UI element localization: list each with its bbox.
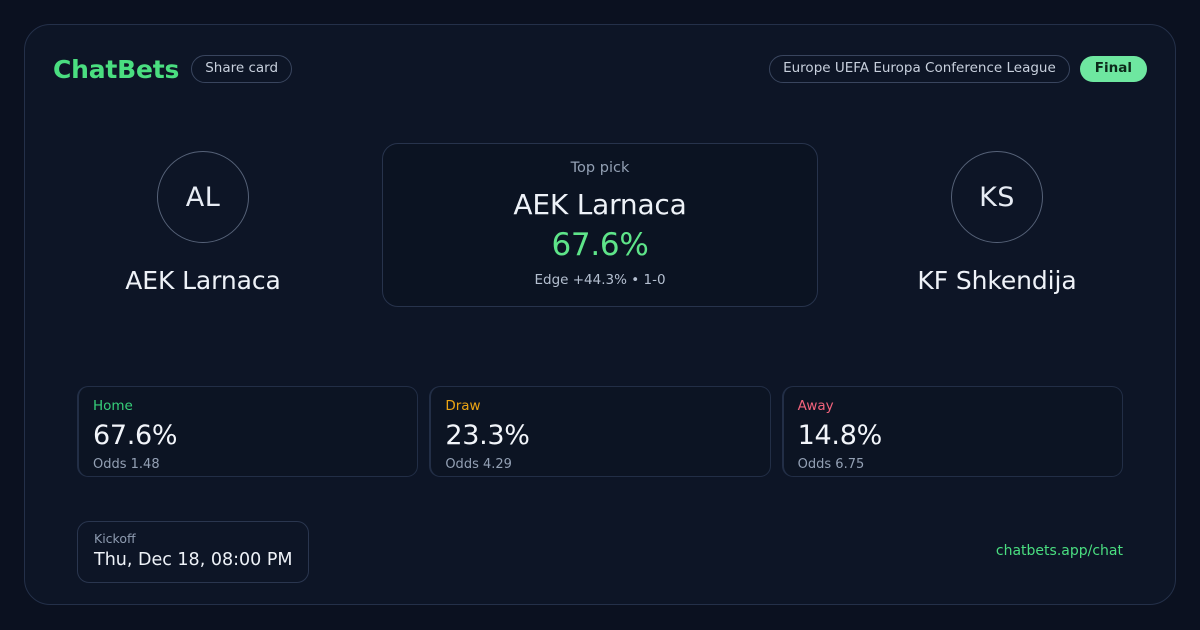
home-team-name: AEK Larnaca: [125, 266, 281, 295]
outcome-card-draw[interactable]: Draw 23.3% Odds 4.29: [429, 386, 771, 477]
outcome-probability-draw: 23.3%: [445, 419, 530, 451]
share-card-button[interactable]: Share card: [191, 55, 293, 83]
home-team: AL AEK Larnaca: [53, 143, 353, 295]
kickoff-value: Thu, Dec 18, 08:00 PM: [94, 550, 293, 570]
matchup-row: AL AEK Larnaca Top pick AEK Larnaca 67.6…: [53, 143, 1147, 323]
card-footer: Kickoff Thu, Dec 18, 08:00 PM chatbets.a…: [77, 520, 1123, 584]
away-team-avatar: KS: [951, 151, 1043, 243]
top-pick-detail: Edge +44.3% • 1-0: [534, 271, 666, 288]
kickoff-box: Kickoff Thu, Dec 18, 08:00 PM: [77, 521, 310, 583]
brand-group: ChatBets Share card: [53, 54, 293, 84]
kickoff-label: Kickoff: [94, 531, 136, 546]
outcome-label-draw: Draw: [445, 398, 481, 414]
away-team-name: KF Shkendija: [917, 266, 1077, 295]
outcome-odds-away: Odds 6.75: [797, 456, 865, 472]
outcome-probability-away: 14.8%: [797, 419, 883, 451]
top-pick-team: AEK Larnaca: [513, 187, 687, 221]
status-badge: Final: [1079, 56, 1147, 82]
card-header: ChatBets Share card Europe UEFA Europa C…: [53, 51, 1147, 87]
share-card: ChatBets Share card Europe UEFA Europa C…: [24, 24, 1176, 605]
outcome-odds-home: Odds 1.48: [93, 456, 160, 472]
league-badge: Europe UEFA Europa Conference League: [769, 55, 1070, 83]
outcome-label-home: Home: [93, 398, 133, 414]
outcome-card-home[interactable]: Home 67.6% Odds 1.48: [77, 386, 419, 477]
outcome-card-away[interactable]: Away 14.8% Odds 6.75: [781, 386, 1123, 477]
home-team-avatar: AL: [157, 151, 249, 243]
outcome-cards: Home 67.6% Odds 1.48 Draw 23.3% Odds 4.2…: [77, 386, 1123, 477]
header-right: Europe UEFA Europa Conference League Fin…: [769, 55, 1147, 83]
top-pick-label: Top pick: [570, 160, 630, 176]
brand-logo: ChatBets: [53, 54, 180, 84]
top-pick-card: Top pick AEK Larnaca 67.6% Edge +44.3% •…: [382, 143, 818, 307]
outcome-probability-home: 67.6%: [93, 419, 178, 451]
footer-url[interactable]: chatbets.app/chat: [995, 543, 1123, 560]
top-pick-probability: 67.6%: [551, 227, 649, 264]
outcome-label-away: Away: [797, 398, 834, 414]
outcome-odds-draw: Odds 4.29: [445, 456, 512, 472]
away-team: KS KF Shkendija: [847, 143, 1147, 295]
